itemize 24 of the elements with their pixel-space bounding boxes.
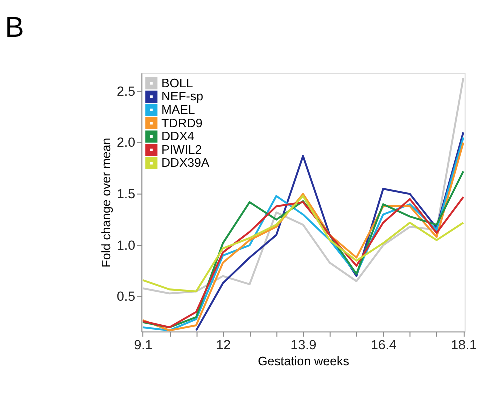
legend-label: MAEL xyxy=(162,102,196,117)
line-series xyxy=(142,196,464,329)
x-tick-label: 9.1 xyxy=(134,337,153,352)
x-tick-label: 12 xyxy=(216,337,232,352)
legend-label: DDX39A xyxy=(162,156,210,170)
legend-label: BOLL xyxy=(162,76,194,90)
y-tick-label: 0.5 xyxy=(116,289,136,304)
x-tick-label: 13.9 xyxy=(290,337,317,352)
line-series xyxy=(142,195,464,293)
legend-label: NEF-sp xyxy=(162,90,204,104)
x-tick-label: 18.1 xyxy=(451,337,477,352)
text: B xyxy=(5,12,24,44)
y-tick-label: 1.0 xyxy=(116,238,136,253)
legend-label: TDRD9 xyxy=(162,116,203,130)
line-series xyxy=(142,170,464,329)
line-series xyxy=(142,77,464,295)
y-tick-label: 2.5 xyxy=(116,84,136,99)
x-axis-title: Gestation weeks xyxy=(258,354,350,368)
y-tick-label: 1.5 xyxy=(116,186,136,202)
y-axis-title: Fold change over mean xyxy=(99,138,114,268)
x-tick-label: 16.4 xyxy=(370,337,397,352)
y-tick-label: 2.0 xyxy=(116,135,136,150)
legend-label: DDX4 xyxy=(162,130,195,144)
legend-label: PIWIL2 xyxy=(162,142,202,157)
